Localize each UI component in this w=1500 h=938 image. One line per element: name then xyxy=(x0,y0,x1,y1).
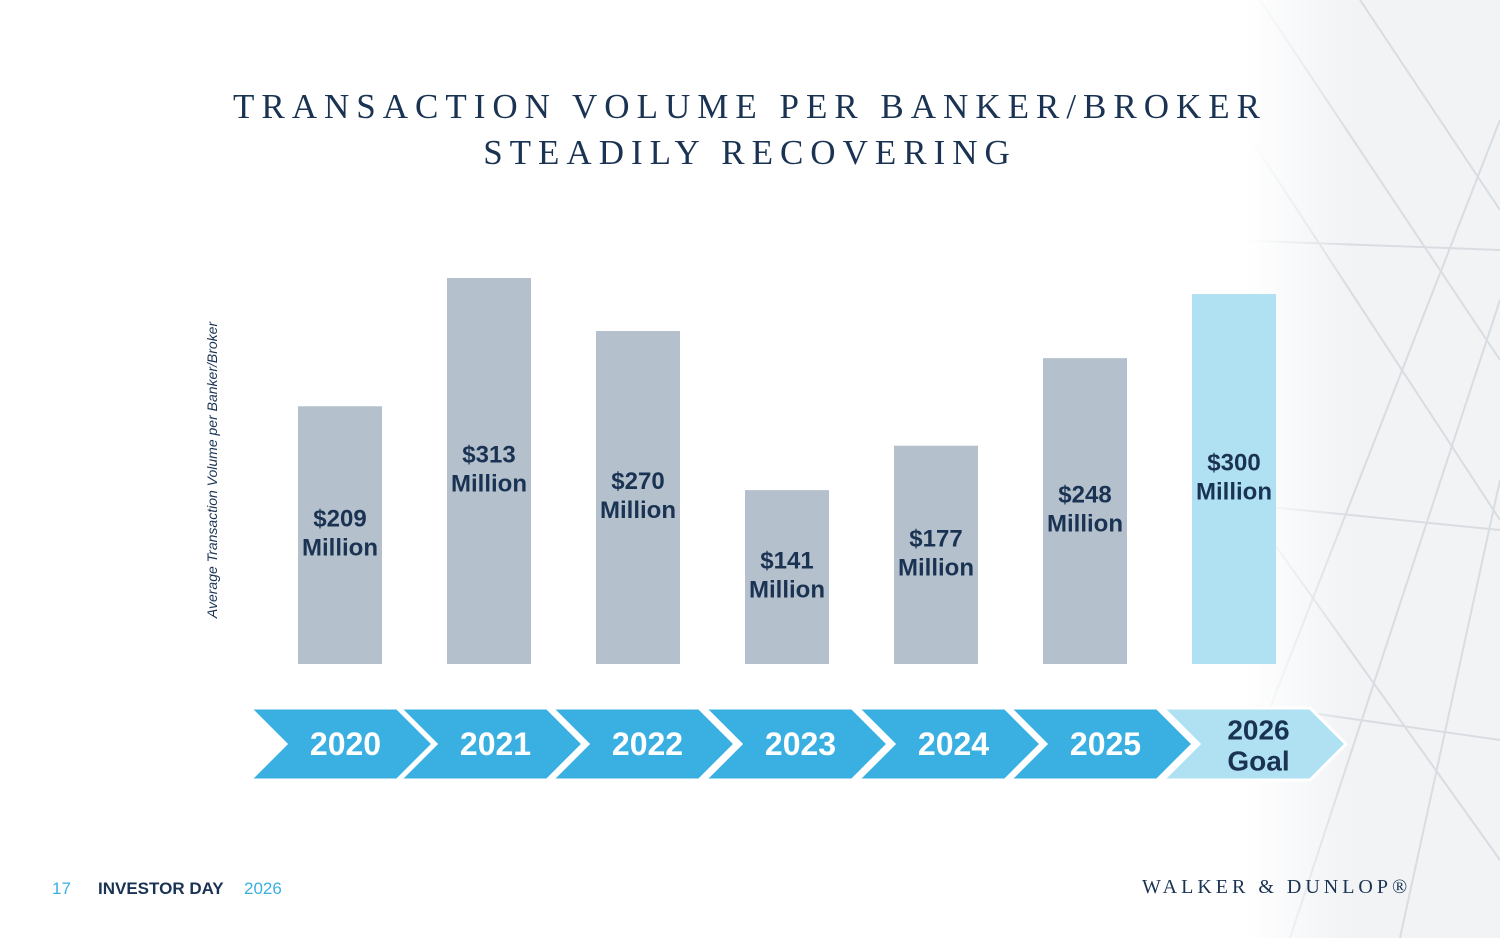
page-title: TRANSACTION VOLUME PER BANKER/BROKER STE… xyxy=(0,84,1500,176)
footer-event-name: INVESTOR DAY xyxy=(98,879,224,898)
category-label: 2024 xyxy=(918,726,989,762)
bar-value-label-line: $248 xyxy=(1058,482,1111,509)
title-line-1: TRANSACTION VOLUME PER BANKER/BROKER xyxy=(232,87,1268,126)
category-label-line: 2023 xyxy=(765,726,836,762)
bar-value-label-line: $209 xyxy=(313,506,366,533)
bar-value-label-line: Million xyxy=(451,471,527,498)
bar-2023 xyxy=(745,490,829,664)
bar-value-label-line: $177 xyxy=(909,525,962,552)
title-line-2: STEADILY RECOVERING xyxy=(483,133,1017,172)
category-label-line: 2025 xyxy=(1070,726,1141,762)
category-arrow-1 xyxy=(396,706,586,782)
category-label-line: 2021 xyxy=(460,726,531,762)
bar-value-label: $177 Million xyxy=(898,525,974,581)
bar-value-label: $141 Million xyxy=(749,548,825,604)
category-label: 2026 Goal xyxy=(1227,715,1289,777)
category-label-line: 2020 xyxy=(310,726,381,762)
category-label: 2021 xyxy=(460,726,531,762)
category-label-line: 2024 xyxy=(918,726,989,762)
category-arrow-0 xyxy=(246,706,436,782)
category-arrow-6 xyxy=(1159,706,1349,782)
bar-2022 xyxy=(596,331,680,664)
bar-2021 xyxy=(447,278,531,664)
category-label: 2022 xyxy=(612,726,683,762)
bar-value-label-line: $270 xyxy=(611,468,664,495)
category-arrow-2 xyxy=(548,706,738,782)
category-label: 2025 xyxy=(1070,726,1141,762)
bar-2026-goal xyxy=(1192,294,1276,664)
bar-2020 xyxy=(298,406,382,664)
category-arrow-4 xyxy=(854,706,1044,782)
category-arrow-5 xyxy=(1006,706,1196,782)
page-number: 17 xyxy=(52,879,71,898)
bar-value-label-line: Million xyxy=(302,535,378,562)
bar-value-label-line: $300 xyxy=(1207,450,1260,477)
category-label: 2020 xyxy=(310,726,381,762)
bar-value-label-line: Million xyxy=(749,577,825,604)
footer-event-year: 2026 xyxy=(244,879,282,898)
bar-value-label-line: Million xyxy=(1196,479,1272,506)
bar-value-label: $313 Million xyxy=(451,442,527,498)
bar-value-label: $300 Million xyxy=(1196,450,1272,506)
bar-value-label: $248 Million xyxy=(1047,482,1123,538)
category-arrow-3 xyxy=(701,706,891,782)
company-logo: WALKER & DUNLOP® xyxy=(1142,876,1412,898)
bar-value-label-line: Million xyxy=(898,554,974,581)
bar-value-label: $209 Million xyxy=(302,506,378,562)
category-label-line: Goal xyxy=(1227,746,1289,777)
bar-value-label-line: Million xyxy=(1047,511,1123,538)
bar-2025 xyxy=(1043,358,1127,664)
category-label-line: 2026 xyxy=(1227,715,1289,746)
bar-value-label-line: Million xyxy=(600,497,676,524)
bar-value-label: $270 Million xyxy=(600,468,676,524)
category-label-line: 2022 xyxy=(612,726,683,762)
bar-value-label-line: $313 xyxy=(462,442,515,469)
category-label: 2023 xyxy=(765,726,836,762)
bar-value-label-line: $141 xyxy=(760,548,813,575)
bar-2024 xyxy=(894,445,978,664)
